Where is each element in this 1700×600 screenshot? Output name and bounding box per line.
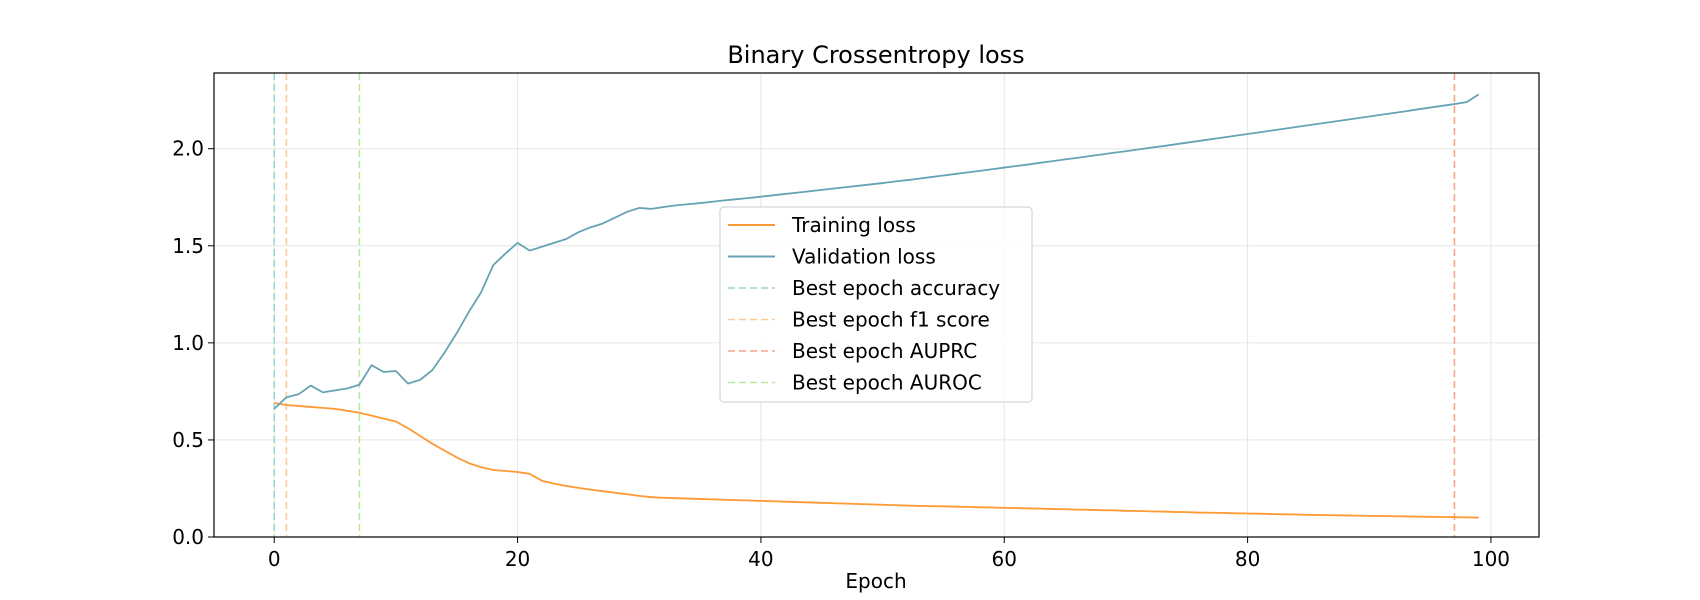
legend-box [719, 206, 1033, 403]
plot-frame [213, 72, 1540, 538]
series-line-training-loss [274, 402, 1479, 519]
best-epoch-lines [273, 73, 1456, 537]
x-tick-label-0: 0 [268, 547, 281, 571]
series-lines [273, 93, 1480, 519]
series-line-validation-loss [273, 93, 1480, 410]
x-tick-label-2: 40 [748, 547, 773, 571]
legend-label-best-epoch-auroc: Best epoch AUROC [792, 371, 982, 395]
x-tick-label-1: 20 [505, 547, 530, 571]
x-tick-label-4: 80 [1235, 547, 1260, 571]
x-axis-label: Epoch [845, 569, 906, 593]
x-tick-label-3: 60 [992, 547, 1017, 571]
legend-label-best-epoch-f1-score: Best epoch f1 score [792, 308, 990, 332]
y-tick-label-3: 1.5 [172, 234, 204, 258]
legend-label-validation-loss: Validation loss [792, 245, 936, 269]
x-axis-ticks: 0 20 40 60 80 100 [268, 537, 1510, 571]
legend-label-best-epoch-accuracy: Best epoch accuracy [792, 276, 1000, 300]
y-tick-label-4: 2.0 [172, 137, 204, 161]
chart-title: Binary Crossentropy loss [727, 41, 1024, 69]
y-axis-ticks: 0.0 0.5 1.0 1.5 2.0 [172, 137, 214, 549]
legend-label-best-epoch-auprc: Best epoch AUPRC [792, 339, 977, 363]
legend: Training loss Validation loss Best epoch a… [719, 206, 1033, 403]
legend-label-training-loss: Training loss [791, 213, 916, 237]
y-tick-label-0: 0.0 [172, 525, 204, 549]
y-tick-label-1: 0.5 [172, 428, 204, 452]
x-tick-label-5: 100 [1472, 547, 1510, 571]
y-tick-label-2: 1.0 [172, 331, 204, 355]
